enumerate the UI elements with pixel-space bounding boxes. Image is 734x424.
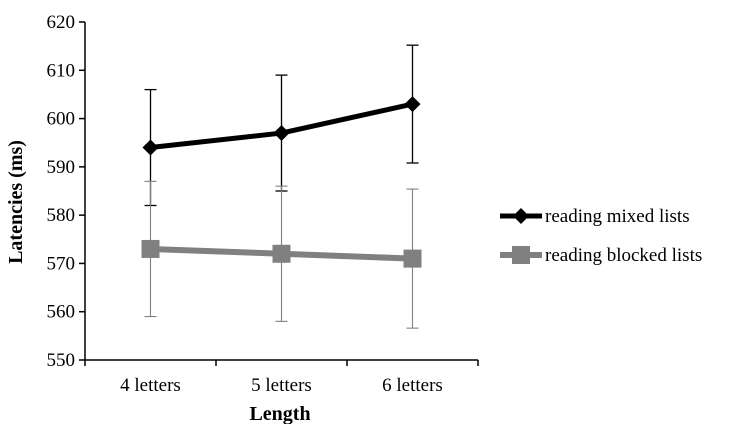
y-tick-label: 590 [47, 157, 76, 178]
legend-label: reading mixed lists [545, 206, 690, 227]
data-point-diamond [404, 96, 421, 113]
y-tick-label: 550 [47, 350, 76, 371]
y-tick-label: 620 [47, 12, 76, 33]
data-point-square [141, 239, 160, 258]
data-point-diamond [142, 139, 159, 156]
legend-marker-square [512, 246, 530, 264]
y-axis-ticks: 550 560 570 580 590 600 610 620 [47, 12, 85, 371]
y-tick-label: 580 [47, 205, 76, 226]
y-tick-label: 560 [47, 302, 76, 323]
data-point-square [403, 249, 422, 268]
series-1 [142, 44, 421, 207]
series-2 [141, 180, 422, 329]
legend-item-2: reading blocked lists [500, 245, 702, 266]
x-tick-label: 6 letters [382, 375, 443, 396]
legend-marker-diamond [513, 208, 529, 224]
legend-item-1: reading mixed lists [500, 206, 690, 227]
data-point-square [272, 244, 291, 263]
y-axis-title: Latencies (ms) [5, 140, 27, 264]
x-axis-ticks: 4 letters 5 letters 6 letters [84, 360, 479, 396]
axes [84, 22, 478, 361]
x-tick-label: 4 letters [120, 375, 181, 396]
y-tick-label: 600 [47, 109, 76, 130]
x-axis-title: Length [249, 403, 310, 424]
data-point-diamond [273, 125, 290, 142]
legend: reading mixed lists reading blocked lists [500, 206, 702, 266]
series-layer [141, 44, 422, 329]
legend-label: reading blocked lists [545, 245, 702, 266]
y-tick-label: 610 [47, 60, 76, 81]
x-tick-label: 5 letters [251, 375, 312, 396]
y-tick-label: 570 [47, 253, 76, 274]
